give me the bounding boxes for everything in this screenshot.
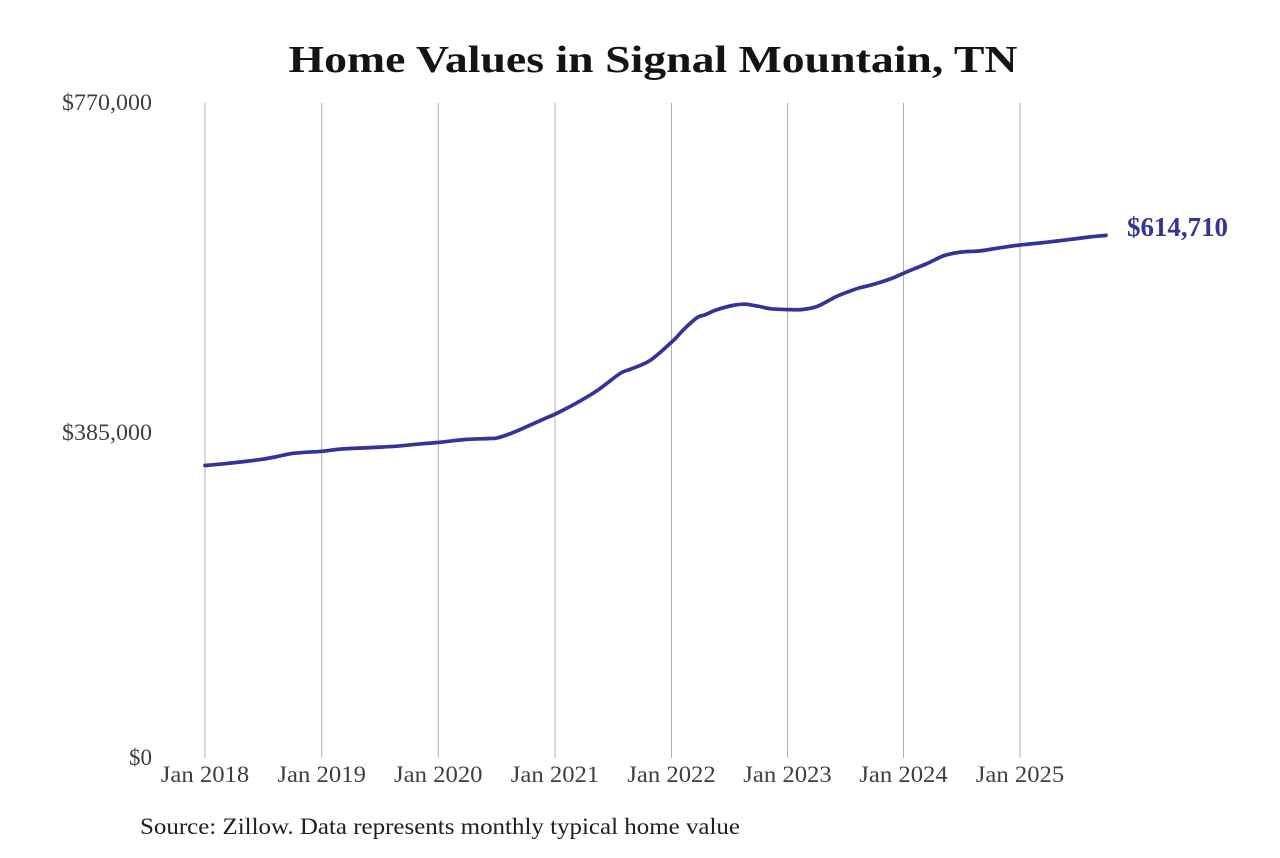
- svg-text:Jan 2019: Jan 2019: [277, 762, 366, 787]
- svg-text:Jan 2022: Jan 2022: [627, 762, 716, 787]
- svg-text:Source: Zillow. Data represent: Source: Zillow. Data represents monthly …: [140, 814, 740, 839]
- svg-text:Jan 2020: Jan 2020: [394, 762, 483, 787]
- svg-text:Jan 2023: Jan 2023: [743, 762, 832, 787]
- svg-text:$0: $0: [129, 745, 152, 770]
- svg-text:$385,000: $385,000: [62, 420, 152, 445]
- svg-text:Jan 2018: Jan 2018: [161, 762, 250, 787]
- svg-text:Jan 2021: Jan 2021: [511, 762, 600, 787]
- svg-text:$770,000: $770,000: [62, 90, 152, 115]
- svg-text:Home Values in Signal Mountain: Home Values in Signal Mountain, TN: [289, 39, 1018, 81]
- svg-text:Jan 2024: Jan 2024: [859, 762, 948, 787]
- svg-text:$614,710: $614,710: [1127, 212, 1228, 242]
- svg-text:Jan 2025: Jan 2025: [976, 762, 1065, 787]
